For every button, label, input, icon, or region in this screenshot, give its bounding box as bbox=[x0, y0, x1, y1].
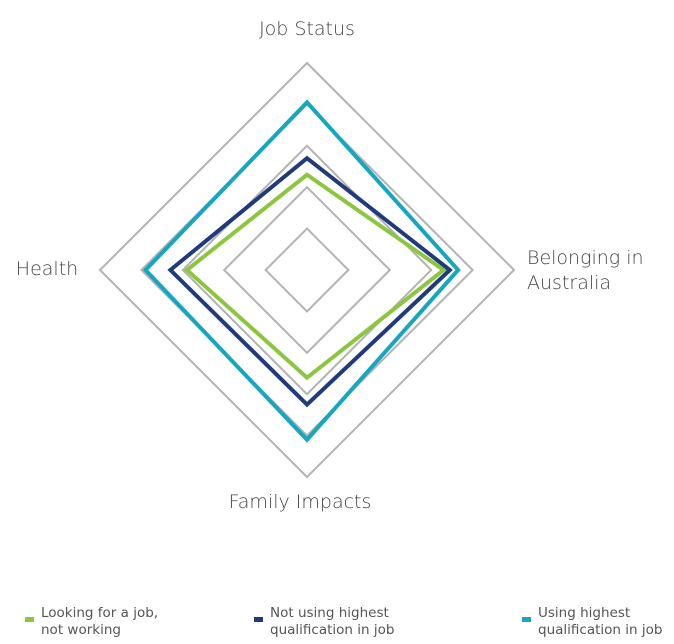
grid-ring bbox=[139, 102, 475, 438]
grid-ring bbox=[222, 185, 392, 355]
axis-label: Job Status bbox=[259, 18, 355, 40]
legend-swatch bbox=[25, 617, 34, 622]
axis-label: Belonging in Australia bbox=[527, 247, 644, 294]
axis-label: Family Impacts bbox=[228, 491, 372, 513]
legend-label: Using highest qualification in job bbox=[538, 605, 663, 638]
grid-ring bbox=[181, 144, 433, 396]
legend-swatch bbox=[254, 617, 263, 622]
legend-label: Looking for a job, not working bbox=[41, 605, 159, 638]
axis-label: Health bbox=[15, 258, 79, 280]
series-line bbox=[183, 172, 447, 381]
series-line bbox=[167, 155, 453, 408]
legend-swatch bbox=[522, 617, 531, 622]
series-line bbox=[142, 99, 461, 443]
grid-ring bbox=[98, 61, 516, 479]
legend-label: Not using highest qualification in job bbox=[270, 605, 395, 638]
grid-ring bbox=[264, 227, 350, 313]
